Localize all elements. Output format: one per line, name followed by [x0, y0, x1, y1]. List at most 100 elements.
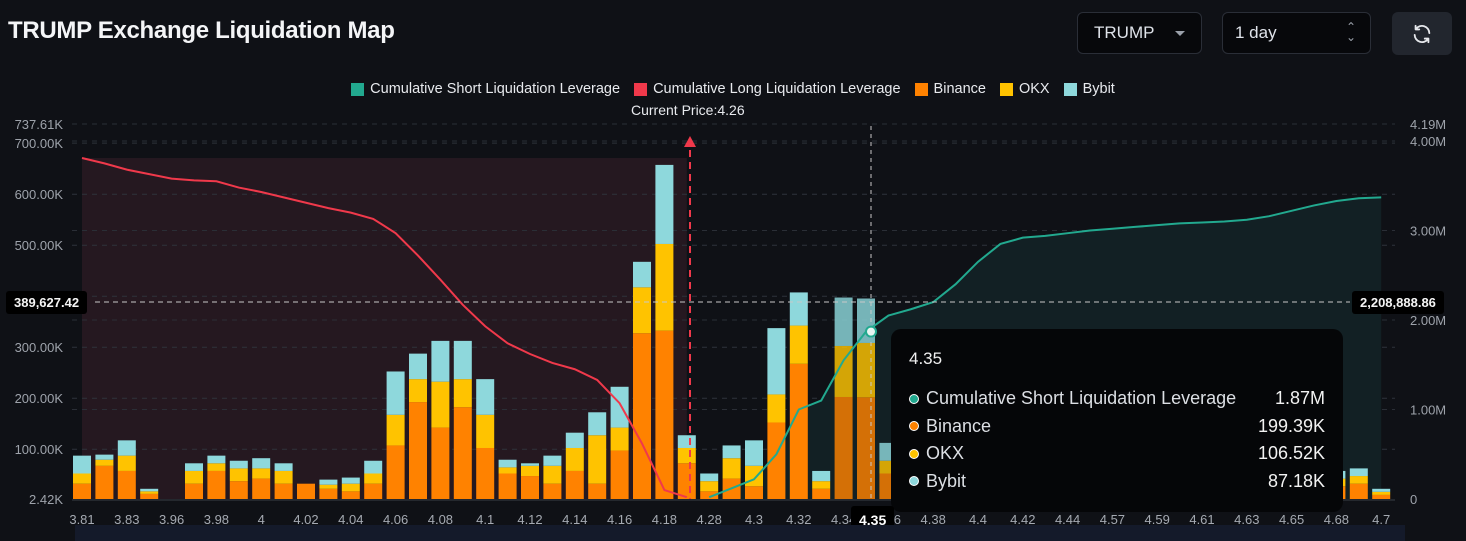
bar-binance [252, 479, 270, 499]
bar-okx [723, 458, 741, 478]
bar-binance [364, 484, 382, 499]
bar-bybit [1372, 489, 1390, 492]
bar-bybit [140, 489, 158, 492]
tooltip-row: Cumulative Short Liquidation Leverage1.8… [909, 385, 1325, 413]
bar-bybit [812, 471, 830, 481]
bar-binance [633, 333, 651, 499]
bar-bybit [633, 262, 651, 288]
bar-binance [297, 484, 315, 499]
tooltip-label: Cumulative Short Liquidation Leverage [926, 388, 1275, 409]
tooltip-title: 4.35 [909, 349, 1325, 369]
bar-binance [140, 494, 158, 499]
bar-okx [767, 394, 785, 422]
bar-bybit [543, 456, 561, 466]
bar-okx [275, 471, 293, 484]
bar-okx [342, 484, 360, 492]
bar-bybit [611, 387, 629, 428]
bar-binance [745, 486, 763, 499]
y-right-tick: 3.00M [1410, 224, 1446, 239]
bar-binance [95, 466, 113, 499]
bar-binance [476, 448, 494, 499]
tooltip-row: OKX106.52K [909, 440, 1325, 468]
bar-binance [566, 471, 584, 499]
bar-okx [73, 473, 91, 483]
bar-bybit [1350, 468, 1368, 476]
bar-bybit [185, 463, 203, 471]
bar-okx [387, 415, 405, 446]
bar-bybit [588, 412, 606, 435]
bar-bybit [207, 456, 225, 464]
bar-binance [319, 489, 337, 499]
tooltip-label: Binance [926, 416, 1258, 437]
zoom-slider[interactable] [75, 525, 1405, 541]
chart-tooltip: 4.35 Cumulative Short Liquidation Levera… [891, 329, 1343, 512]
y-right-tick: 4.19M [1410, 117, 1446, 132]
bar-bybit [118, 440, 136, 455]
bar-binance [588, 484, 606, 499]
crosshair-right-value: 2,208,888.86 [1352, 291, 1444, 314]
bar-bybit [678, 435, 696, 448]
bar-binance [73, 484, 91, 499]
bar-bybit [767, 328, 785, 394]
bar-okx [319, 485, 337, 489]
bar-okx [185, 471, 203, 484]
tooltip-row: Binance199.39K [909, 413, 1325, 441]
series-dot-icon [909, 421, 919, 431]
hover-point [866, 327, 876, 337]
bar-binance [857, 397, 875, 499]
bar-bybit [342, 478, 360, 484]
bar-okx [364, 473, 382, 483]
bar-bybit [95, 455, 113, 460]
bar-okx [790, 326, 808, 364]
bar-bybit [230, 461, 248, 469]
bar-okx [521, 466, 539, 476]
tooltip-label: OKX [926, 443, 1258, 464]
bar-okx [140, 491, 158, 494]
bar-binance [611, 451, 629, 499]
y-right-tick: 2.00M [1410, 313, 1446, 328]
bar-binance [275, 484, 293, 499]
tooltip-value: 87.18K [1268, 471, 1325, 492]
bar-binance [185, 484, 203, 499]
bar-binance [207, 471, 225, 499]
bar-okx [95, 460, 113, 466]
bar-binance [655, 331, 673, 499]
y-left-tick: 300.00K [15, 340, 64, 355]
bar-bybit [275, 463, 293, 471]
bar-okx [611, 428, 629, 451]
bar-binance [499, 473, 517, 499]
bar-binance [230, 481, 248, 499]
y-left-tick: 700.00K [15, 136, 64, 151]
bar-okx [566, 448, 584, 471]
bar-binance [812, 489, 830, 499]
bar-bybit [566, 433, 584, 448]
bar-binance [409, 402, 427, 499]
bar-okx [454, 379, 472, 407]
series-dot-icon [909, 449, 919, 459]
crosshair-left-value: 389,627.42 [6, 291, 87, 314]
bar-okx [409, 379, 427, 402]
bar-bybit [499, 460, 517, 468]
bar-binance [835, 397, 853, 499]
bar-bybit [387, 371, 405, 414]
bar-okx [700, 481, 718, 491]
bar-okx [678, 448, 696, 463]
bar-okx [857, 343, 875, 397]
bar-okx [476, 415, 494, 448]
bar-okx [230, 468, 248, 481]
bar-binance [678, 463, 696, 499]
bar-okx [499, 467, 517, 473]
bar-okx [118, 456, 136, 471]
tooltip-label: Bybit [926, 471, 1268, 492]
tooltip-value: 106.52K [1258, 443, 1325, 464]
bar-binance [1372, 495, 1390, 499]
y-left-tick: 600.00K [15, 187, 64, 202]
bar-okx [1372, 492, 1390, 495]
y-left-tick: 737.61K [15, 117, 64, 132]
bar-binance [454, 407, 472, 499]
bar-okx [543, 466, 561, 484]
y-left-tick: 100.00K [15, 442, 64, 457]
bar-binance [1350, 484, 1368, 499]
bar-bybit [700, 473, 718, 481]
bar-okx [252, 468, 270, 478]
